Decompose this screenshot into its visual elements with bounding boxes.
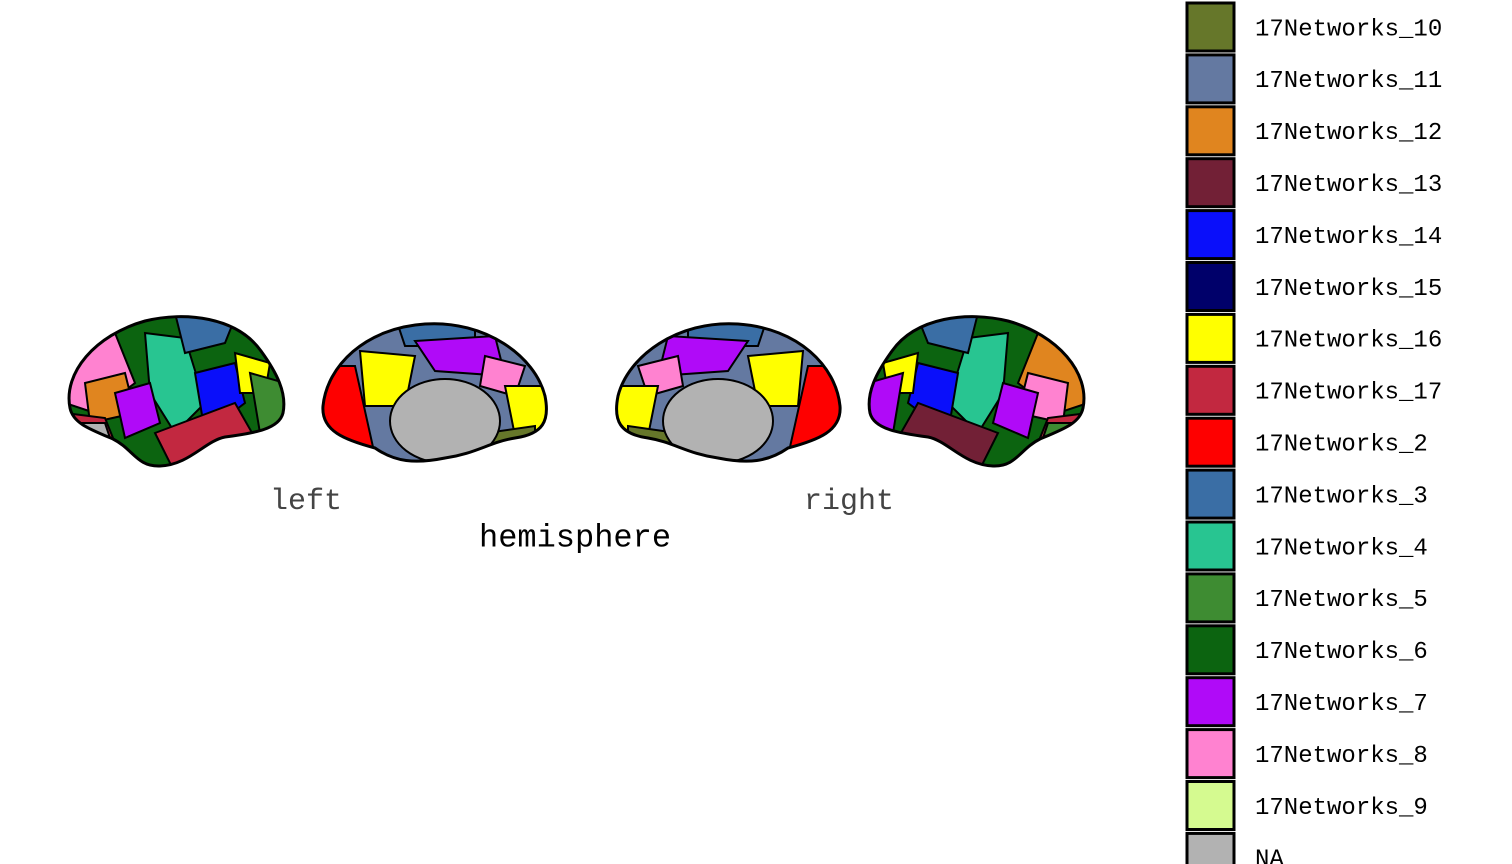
legend-label: 17Networks_14: [1255, 224, 1442, 251]
legend-label: 17Networks_8: [1255, 743, 1428, 770]
legend-label: 17Networks_2: [1255, 432, 1428, 459]
legend-swatch: [1185, 728, 1236, 780]
brain-left-lateral: [67, 315, 286, 468]
legend-label: 17Networks_5: [1255, 587, 1428, 614]
legend-swatch: [1185, 572, 1236, 624]
legend: 17Networks_10 17Networks_11 17Networks_12 1…: [1185, 1, 1442, 864]
legend-label: 17Networks_3: [1255, 483, 1428, 510]
legend-swatch: [1185, 416, 1236, 468]
legend-swatch: [1185, 780, 1236, 831]
legend-swatch: [1185, 831, 1236, 864]
legend-label: 17Networks_16: [1255, 328, 1442, 355]
legend-label: 17Networks_6: [1255, 639, 1428, 666]
legend-swatch: [1185, 312, 1236, 364]
legend-swatch: [1185, 105, 1236, 157]
legend-swatch: [1185, 468, 1236, 520]
legend-label: 17Networks_9: [1255, 795, 1428, 822]
brain-left-medial: [321, 322, 548, 463]
legend-label: 17Networks_15: [1255, 276, 1442, 303]
x-label: right: [804, 485, 894, 519]
legend-swatch: [1185, 261, 1236, 312]
legend-swatch: [1185, 624, 1236, 676]
legend-label: 17Networks_13: [1255, 172, 1442, 199]
legend-label: 17Networks_12: [1255, 120, 1442, 147]
legend-swatch: [1185, 209, 1236, 261]
legend-label: 17Networks_11: [1255, 68, 1442, 95]
legend-label: 17Networks_17: [1255, 380, 1442, 407]
legend-label: NA: [1255, 847, 1284, 864]
x-label: left: [270, 485, 342, 519]
legend-label: 17Networks_10: [1255, 16, 1442, 43]
x-title: hemisphere: [479, 519, 671, 556]
legend-swatch: [1185, 157, 1236, 209]
legend-swatch: [1185, 53, 1236, 105]
legend-swatch: [1185, 520, 1236, 572]
brain-right-medial: [615, 322, 842, 463]
legend-label: 17Networks_7: [1255, 691, 1428, 718]
legend-swatch: [1185, 676, 1236, 728]
brain-right-lateral: [867, 315, 1086, 468]
legend-label: 17Networks_4: [1255, 535, 1428, 562]
legend-swatch: [1185, 364, 1236, 416]
legend-swatch: [1185, 1, 1236, 53]
